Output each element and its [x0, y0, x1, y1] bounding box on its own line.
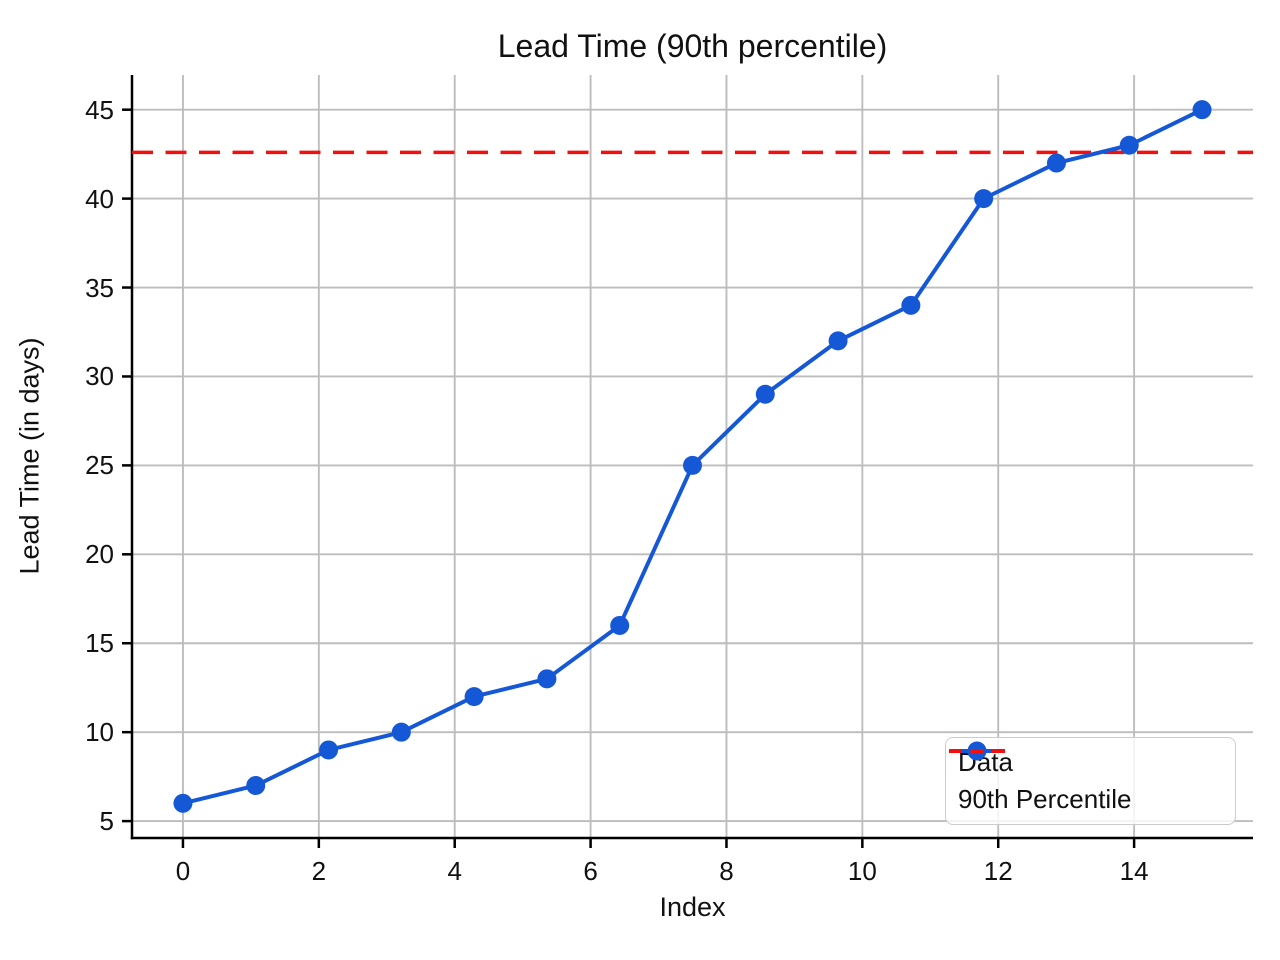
- data-point-marker: [537, 669, 557, 689]
- x-axis-label: Index: [659, 892, 726, 922]
- data-point-marker: [610, 615, 630, 635]
- data-point-marker: [1046, 153, 1066, 173]
- x-tick-label: 12: [983, 856, 1013, 886]
- y-tick-label: 25: [85, 450, 114, 481]
- legend: Data 90th Percentile: [945, 737, 1236, 825]
- data-point-marker: [683, 455, 702, 475]
- y-tick-label: 15: [85, 628, 114, 659]
- legend-item-percentile: 90th Percentile: [949, 749, 1225, 815]
- data-point-marker: [319, 740, 339, 760]
- x-tick-label: 0: [175, 856, 191, 886]
- data-point-marker: [974, 189, 994, 209]
- data-point-marker: [755, 384, 775, 404]
- data-point-marker: [246, 776, 266, 796]
- y-tick-label: 45: [85, 94, 114, 125]
- y-tick-label: 10: [85, 717, 114, 748]
- x-tick-label: 14: [1119, 856, 1149, 886]
- y-tick-label: 30: [85, 361, 114, 392]
- legend-swatch-dashed-line-icon: [949, 749, 1005, 753]
- y-tick-label: 20: [85, 539, 114, 570]
- chart-title: Lead Time (90th percentile): [497, 28, 888, 64]
- data-point-marker: [828, 331, 848, 351]
- data-point-marker: [391, 722, 411, 742]
- y-tick-label: 35: [85, 272, 114, 303]
- y-tick-label: 40: [85, 183, 114, 214]
- x-tick-label: 6: [583, 856, 598, 886]
- x-tick-label: 2: [311, 856, 327, 886]
- y-tick-label: 5: [99, 806, 114, 837]
- data-point-marker: [464, 687, 484, 707]
- y-axis-label: Lead Time (in days): [14, 337, 45, 575]
- legend-label-percentile: 90th Percentile: [958, 783, 1132, 814]
- data-point-marker: [173, 793, 193, 813]
- x-tick-label: 4: [447, 856, 462, 886]
- data-point-marker: [1192, 100, 1212, 120]
- x-tick-label: 10: [847, 856, 877, 886]
- data-point-marker: [901, 295, 921, 315]
- data-point-marker: [1119, 135, 1139, 155]
- x-tick-label: 8: [719, 856, 734, 886]
